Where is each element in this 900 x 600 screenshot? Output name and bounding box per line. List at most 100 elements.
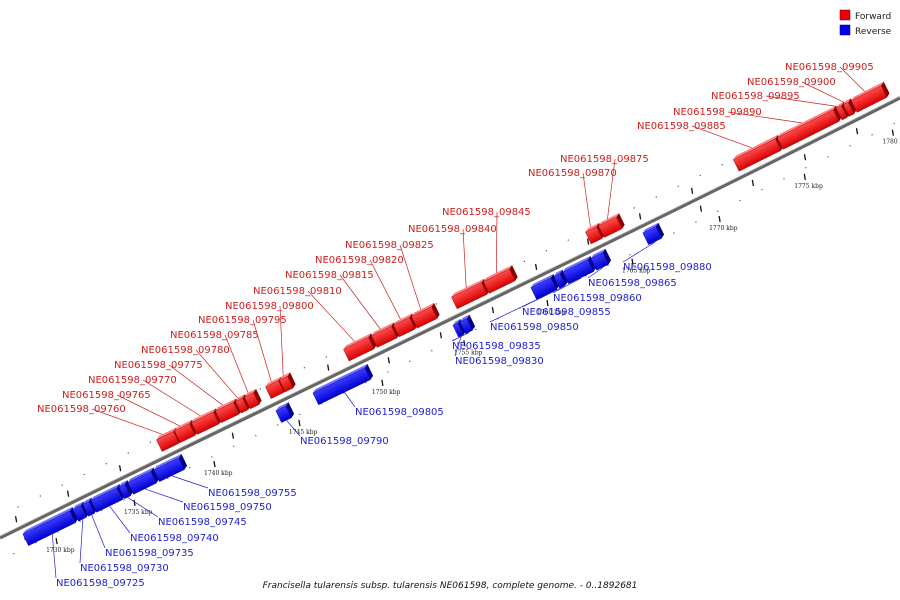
leader-line: [765, 95, 839, 107]
reverse-gene-label[interactable]: NE061598_09865: [588, 278, 677, 289]
leader-line: [51, 534, 57, 579]
leader-line: [91, 515, 106, 549]
scale-tick-label: 1770 kbp: [709, 225, 738, 232]
forward-gene-label[interactable]: NE061598_09840: [408, 224, 497, 235]
gene-labels: NE061598_09760 NE061598_09765 NE061598_097…: [37, 62, 874, 589]
gene-NE061598_09785[interactable]: [243, 388, 262, 410]
gene-NE061598_09835[interactable]: [459, 314, 476, 334]
forward-gene-label[interactable]: NE061598_09870: [528, 168, 617, 179]
gene-NE061598_09725[interactable]: [22, 507, 79, 546]
scale-tick-label: 1760 kbp: [537, 309, 566, 316]
leader-line: [172, 475, 209, 489]
scale-tick-mark: [891, 129, 895, 136]
leader-line: [224, 334, 250, 395]
forward-gene-label[interactable]: NE061598_09765: [62, 390, 151, 401]
gene-NE061598_09885[interactable]: [732, 134, 784, 172]
leader-line: [145, 488, 184, 503]
reverse-gene-label[interactable]: NE061598_09850: [490, 322, 579, 333]
gene-NE061598_09855[interactable]: [553, 269, 569, 289]
gene-NE061598_09790[interactable]: [275, 402, 295, 423]
reverse-gene-label[interactable]: NE061598_09745: [158, 517, 247, 528]
forward-gene-label[interactable]: NE061598_09845: [442, 207, 531, 218]
leader-line: [727, 111, 806, 124]
gene-NE061598_09890[interactable]: [776, 105, 842, 150]
forward-gene-label[interactable]: NE061598_09785: [170, 330, 259, 341]
gene-NE061598_09750[interactable]: [127, 467, 160, 495]
forward-gene-label[interactable]: NE061598_09895: [711, 91, 800, 102]
reverse-gene-label[interactable]: NE061598_09750: [183, 502, 272, 513]
gene-NE061598_09905[interactable]: [850, 81, 891, 113]
forward-gene-label[interactable]: NE061598_09820: [315, 255, 404, 266]
forward-gene-label[interactable]: NE061598_09760: [37, 404, 126, 415]
forward-gene-label[interactable]: NE061598_09885: [637, 121, 726, 132]
forward-gene-label[interactable]: NE061598_09900: [747, 77, 836, 88]
gene-NE061598_09900[interactable]: [842, 98, 857, 117]
scale-tick-mark: [803, 173, 806, 181]
forward-gene-label[interactable]: NE061598_09825: [345, 240, 434, 251]
label-leaders: [51, 66, 867, 579]
scale-tick-mark: [213, 460, 216, 468]
gene-features: [22, 81, 891, 546]
leader-line: [91, 408, 165, 436]
forward-gene-label[interactable]: NE061598_09780: [141, 345, 230, 356]
forward-gene-label[interactable]: NE061598_09810: [253, 286, 342, 297]
leader-line: [552, 277, 582, 294]
forward-gene-label[interactable]: NE061598_09815: [285, 270, 374, 281]
scale-tick-label: 1730 kbp: [46, 547, 75, 554]
scale-tick-label: 1755 kbp: [454, 349, 483, 356]
leader-line: [116, 394, 182, 428]
scale-tick-mark: [546, 299, 549, 307]
gene-NE061598_09745[interactable]: [118, 480, 134, 499]
reverse-gene-label[interactable]: NE061598_09860: [553, 293, 642, 304]
forward-gene-label[interactable]: NE061598_09890: [673, 107, 762, 118]
gene-NE061598_09870[interactable]: [584, 222, 605, 245]
leader-line: [279, 305, 284, 378]
forward-gene-label[interactable]: NE061598_09800: [225, 301, 314, 312]
gene-NE061598_09805[interactable]: [312, 363, 374, 405]
reverse-gene-label[interactable]: NE061598_09880: [623, 262, 712, 273]
forward-gene-label[interactable]: NE061598_09875: [560, 154, 649, 165]
gene-NE061598_09880[interactable]: [642, 222, 665, 245]
reverse-gene-label[interactable]: NE061598_09740: [130, 533, 219, 544]
reverse-gene-label[interactable]: NE061598_09855: [522, 307, 611, 318]
gene-NE061598_09755[interactable]: [153, 453, 188, 482]
gene-NE061598_09850[interactable]: [530, 273, 560, 300]
gene-NE061598_09810[interactable]: [342, 333, 377, 362]
gene-NE061598_09875[interactable]: [597, 213, 625, 238]
leader-line: [606, 158, 616, 222]
forward-gene-label[interactable]: NE061598_09775: [114, 360, 203, 371]
leader-line: [495, 211, 498, 275]
reverse-gene-label[interactable]: NE061598_09755: [208, 488, 297, 499]
gene-NE061598_09845[interactable]: [482, 265, 518, 294]
leader-line: [582, 172, 592, 230]
gene-NE061598_09825[interactable]: [410, 302, 440, 329]
leader-line: [168, 364, 225, 407]
reverse-gene-label[interactable]: NE061598_09725: [56, 578, 145, 589]
reverse-gene-label[interactable]: NE061598_09790: [300, 436, 389, 447]
scale-tick-mark: [631, 258, 634, 265]
leader-line: [801, 81, 846, 104]
genome-caption: Francisella tularensis subsp. tularensis…: [263, 581, 638, 591]
gene-NE061598_09800[interactable]: [278, 372, 296, 393]
forward-gene-label[interactable]: NE061598_09770: [88, 375, 177, 386]
leader-line: [399, 244, 422, 312]
leader-line: [252, 319, 273, 384]
reverse-gene-label[interactable]: NE061598_09805: [355, 407, 444, 418]
scale-tick-label: 1750 kbp: [372, 389, 401, 396]
reverse-gene-label[interactable]: NE061598_09835: [452, 341, 541, 352]
legend-forward-swatch: [839, 9, 851, 21]
forward-gene-label[interactable]: NE061598_09905: [785, 62, 874, 73]
leader-line: [451, 332, 470, 342]
reverse-gene-label[interactable]: NE061598_09730: [80, 563, 169, 574]
gene-NE061598_09860[interactable]: [562, 255, 597, 284]
gene-NE061598_09895[interactable]: [835, 101, 850, 121]
legend-reverse-swatch: [839, 24, 851, 36]
reverse-gene-label[interactable]: NE061598_09735: [105, 548, 194, 559]
forward-gene-label[interactable]: NE061598_09795: [198, 315, 287, 326]
gene-NE061598_09865[interactable]: [590, 248, 612, 271]
leader-line: [344, 392, 356, 408]
reverse-gene-label[interactable]: NE061598_09830: [455, 356, 544, 367]
leader-line: [587, 267, 604, 279]
